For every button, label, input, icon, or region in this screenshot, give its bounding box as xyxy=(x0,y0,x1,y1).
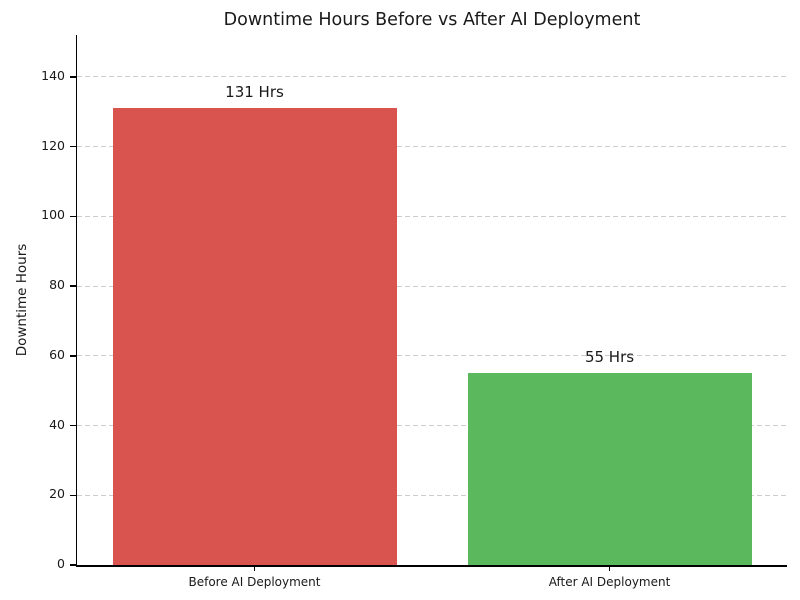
y-tick-label-100: 100 xyxy=(41,207,65,223)
x-tick-label-before-ai-deployment: Before AI Deployment xyxy=(188,575,321,589)
y-tick-mark-140 xyxy=(70,76,77,78)
y-axis-label: Downtime Hours xyxy=(14,243,30,357)
gridline-60 xyxy=(77,355,787,357)
y-tick-label-20: 20 xyxy=(49,486,65,502)
y-tick-mark-120 xyxy=(70,145,77,148)
y-tick-mark-100 xyxy=(70,215,77,218)
bar-value-label-after-ai-deployment: 55 Hrs xyxy=(584,348,635,367)
y-tick-mark-40 xyxy=(70,424,77,427)
gridline-40 xyxy=(77,425,787,427)
bar-before-ai-deployment xyxy=(112,108,397,565)
gridline-140 xyxy=(77,76,787,78)
y-tick-label-120: 120 xyxy=(41,137,65,153)
gridline-100 xyxy=(77,215,787,217)
bar-after-ai-deployment xyxy=(467,373,752,565)
y-tick-label-60: 60 xyxy=(49,346,65,362)
y-tick-label-40: 40 xyxy=(49,416,65,432)
y-tick-mark-0 xyxy=(70,564,77,566)
y-tick-mark-60 xyxy=(70,355,77,357)
y-tick-label-80: 80 xyxy=(49,277,65,293)
gridline-120 xyxy=(77,146,787,148)
x-tick-mark-after-ai-deployment xyxy=(608,566,611,571)
x-axis-spine xyxy=(75,565,787,567)
y-tick-mark-20 xyxy=(70,494,77,496)
gridline-80 xyxy=(77,285,787,287)
y-tick-label-0: 0 xyxy=(57,556,65,571)
chart-title: Downtime Hours Before vs After AI Deploy… xyxy=(223,10,641,30)
y-tick-mark-80 xyxy=(70,285,77,287)
y-axis-spine xyxy=(75,35,77,567)
y-tick-label-140: 140 xyxy=(41,67,65,83)
gridline-20 xyxy=(77,494,787,496)
x-tick-label-after-ai-deployment: After AI Deployment xyxy=(548,575,671,589)
bar-value-label-before-ai-deployment: 131 Hrs xyxy=(225,83,284,102)
x-tick-mark-before-ai-deployment xyxy=(253,566,256,571)
